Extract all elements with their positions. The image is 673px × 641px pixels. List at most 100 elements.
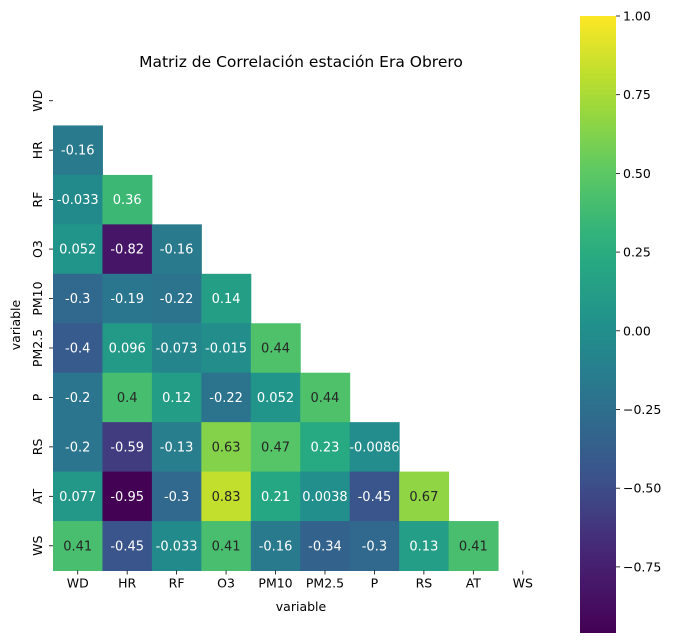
colorbar [580, 16, 616, 633]
heatmap-cell [53, 372, 103, 423]
cell-value-label: 0.052 [59, 243, 96, 258]
heatmap-cell [201, 323, 252, 374]
colorbar-tick-label: −0.50 [623, 481, 661, 496]
cell-value-label: -0.22 [209, 391, 243, 406]
cell-value-label: -0.19 [110, 292, 144, 307]
heatmap-cell [102, 471, 153, 522]
cell-value-label: 0.14 [212, 292, 241, 307]
y-tick-label: WS [30, 536, 45, 556]
heatmap-cell [53, 224, 103, 275]
cell-value-label: 0.44 [261, 341, 290, 356]
cell-value-label: -0.59 [110, 440, 144, 455]
cell-value-label: -0.82 [110, 243, 144, 258]
cell-value-label: 0.47 [261, 440, 290, 455]
x-tick-label: PM2.5 [306, 576, 344, 591]
y-tick-label: O3 [30, 240, 45, 258]
heatmap-cell [53, 471, 103, 522]
heatmap-cell [151, 422, 202, 473]
heatmap-cell [300, 422, 351, 473]
cell-value-label: -0.033 [57, 193, 99, 208]
heatmap-cell [250, 471, 301, 522]
x-tick-label: WD [67, 576, 89, 591]
heatmap-cell [53, 521, 103, 571]
y-tick-label: P [30, 393, 45, 401]
cell-value-label: 0.13 [409, 539, 438, 554]
heatmap-cell [53, 273, 103, 324]
x-tick-label: P [371, 576, 379, 591]
heatmap-cell [53, 174, 103, 225]
cell-value-label: 0.83 [212, 490, 241, 505]
cell-value-label: -0.3 [164, 490, 189, 505]
cell-value-label: -0.34 [308, 539, 342, 554]
x-tick-label: HR [118, 576, 136, 591]
cell-value-label: -0.3 [362, 539, 387, 554]
cell-value-label: 0.41 [63, 539, 92, 554]
heatmap-cell [151, 224, 202, 275]
heatmap-cell [349, 422, 400, 473]
heatmap-cell [151, 521, 202, 571]
cell-value-label: 0.63 [212, 440, 241, 455]
heatmap-cell [201, 422, 252, 473]
cell-value-label: 0.096 [109, 341, 146, 356]
heatmap-cell [102, 372, 153, 423]
heatmap-cell [349, 521, 400, 571]
chart-title: Matriz de Correlación estación Era Obrer… [139, 53, 463, 71]
x-tick-label: RS [416, 576, 433, 591]
heatmap-cell [201, 372, 252, 423]
y-axis-ticks: WD HR RF O3 PM10 PM2.5 P RS AT WS [30, 90, 53, 556]
heatmap-cell [201, 521, 252, 571]
y-tick-label: HR [30, 141, 45, 159]
heatmap-cell [53, 125, 103, 176]
x-axis-ticks: WD HR RF O3 PM10 PM2.5 P RS AT WS [67, 570, 533, 591]
y-tick-label: RS [30, 439, 45, 456]
heatmap-cell [151, 372, 202, 423]
heatmap-cell [151, 273, 202, 324]
cell-value-label: 0.12 [162, 391, 191, 406]
heatmap-cell [250, 323, 301, 374]
x-tick-label: WS [513, 576, 533, 591]
colorbar-tick-label: 0.00 [623, 323, 651, 338]
heatmap-cell [102, 521, 153, 571]
cell-value-label: 0.0038 [302, 490, 348, 505]
cell-value-label: 0.4 [117, 391, 138, 406]
heatmap-cell [151, 323, 202, 374]
x-tick-label: AT [466, 576, 482, 591]
heatmap-cell [349, 471, 400, 522]
heatmap-cell [300, 521, 351, 571]
cell-value-label: -0.22 [160, 292, 194, 307]
cell-value-label: 0.077 [59, 490, 96, 505]
cell-value-label: 0.41 [459, 539, 488, 554]
cell-value-label: -0.3 [65, 292, 90, 307]
x-axis-label: variable [276, 599, 327, 614]
colorbar-tick-label: 0.50 [623, 166, 651, 181]
heatmap-cell [448, 521, 499, 571]
cell-value-label: 0.052 [257, 391, 294, 406]
cell-value-label: 0.44 [311, 391, 340, 406]
x-tick-label: PM10 [258, 576, 292, 591]
cell-value-label: -0.073 [156, 341, 198, 356]
colorbar-tick-label: 0.75 [623, 87, 651, 102]
heatmap-cell [300, 471, 351, 522]
cell-value-label: -0.16 [160, 243, 194, 258]
heatmap-cell [250, 521, 301, 571]
y-tick-label: RF [30, 192, 45, 208]
heatmap-cell [102, 224, 153, 275]
heatmap-cell [201, 471, 252, 522]
heatmap-cell [399, 521, 450, 571]
x-tick-label: RF [169, 576, 185, 591]
heatmap-cell [151, 471, 202, 522]
heatmap-cell [53, 422, 103, 473]
cell-value-label: -0.45 [358, 490, 392, 505]
heatmap-cell [300, 372, 351, 423]
heatmap-cell [102, 174, 153, 225]
y-tick-label: PM10 [30, 281, 45, 315]
heatmap-cell [250, 372, 301, 423]
heatmap-cell [102, 323, 153, 374]
cell-value-label: -0.2 [65, 440, 90, 455]
heatmap-cell [201, 273, 252, 324]
cell-value-label: 0.23 [311, 440, 340, 455]
cell-value-label: 0.36 [113, 193, 142, 208]
x-tick-label: O3 [217, 576, 235, 591]
cell-value-label: 0.41 [212, 539, 241, 554]
